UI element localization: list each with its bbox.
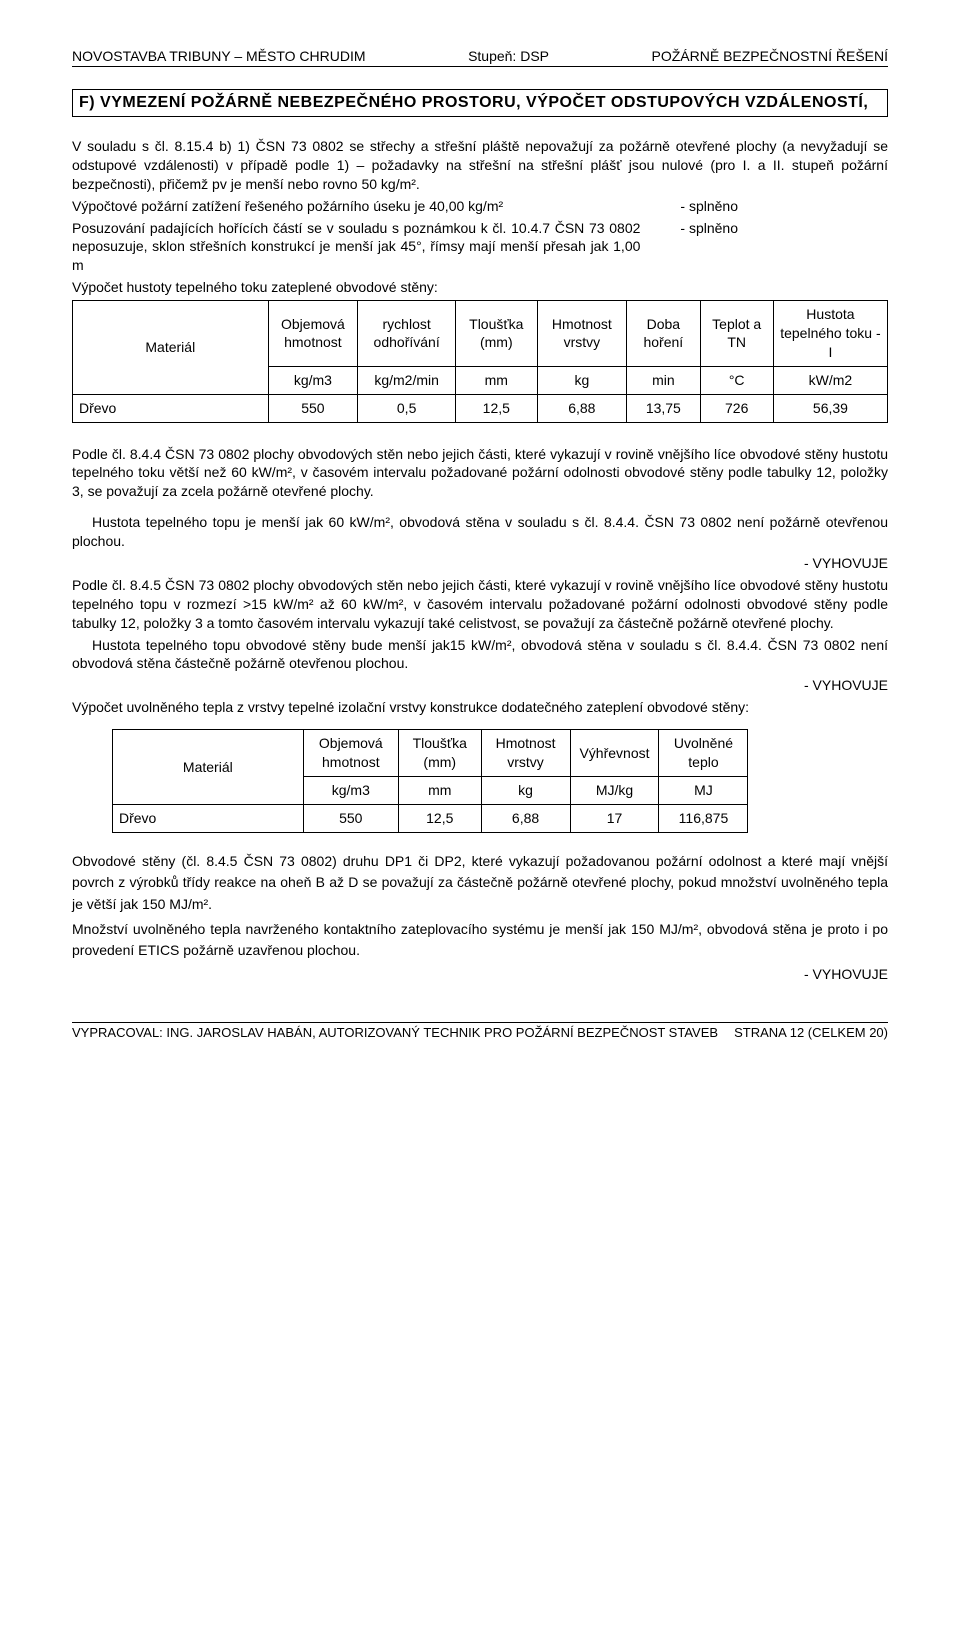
th: Hmotnost vrstvy bbox=[537, 301, 627, 367]
para2-text: Posuzování padajících hořících částí se … bbox=[72, 219, 640, 276]
header-right: POŽÁRNĚ BEZPEČNOSTNÍ ŘEŠENÍ bbox=[652, 48, 888, 64]
page-header: NOVOSTAVBA TRIBUNY – MĚSTO CHRUDIM Stupe… bbox=[72, 48, 888, 67]
th-unit: mm bbox=[398, 776, 481, 804]
para-3: Podle čl. 8.4.4 ČSN 73 0802 plochy obvod… bbox=[72, 445, 888, 502]
th-unit: MJ bbox=[659, 776, 748, 804]
status-vyhovuje-3: - VYHOVUJE bbox=[72, 965, 888, 984]
subhead-1: Výpočet hustoty tepelného toku zateplené… bbox=[72, 278, 888, 297]
para-7b: Množství uvolněného tepla navrženého kon… bbox=[72, 919, 888, 962]
th: Objemová hmotnost bbox=[268, 301, 358, 367]
th: rychlost odhořívání bbox=[358, 301, 456, 367]
para-7a: Obvodové stěny (čl. 8.4.5 ČSN 73 0802) d… bbox=[72, 851, 888, 916]
td: 550 bbox=[303, 804, 398, 832]
th-unit: kg/m3 bbox=[268, 366, 358, 394]
para-5: Podle čl. 8.4.5 ČSN 73 0802 plochy obvod… bbox=[72, 576, 888, 633]
th-material: Materiál bbox=[113, 730, 304, 805]
th-unit: mm bbox=[456, 366, 538, 394]
td: 12,5 bbox=[398, 804, 481, 832]
td: 6,88 bbox=[537, 394, 627, 422]
td: 13,75 bbox=[627, 394, 700, 422]
table-row: Materiál Objemová hmotnost Tloušťka (mm)… bbox=[113, 730, 748, 777]
para-6: Hustota tepelného topu obvodové stěny bu… bbox=[72, 636, 888, 674]
para2-status: - splněno bbox=[640, 219, 888, 276]
th: Hustota tepelného toku - I bbox=[773, 301, 887, 367]
para-4: Hustota tepelného topu je menší jak 60 k… bbox=[72, 513, 888, 551]
th-unit: °C bbox=[700, 366, 773, 394]
td: 56,39 bbox=[773, 394, 887, 422]
th: Hmotnost vrstvy bbox=[481, 730, 570, 777]
page-footer: VYPRACOVAL: ING. JAROSLAV HABÁN, AUTORIZ… bbox=[72, 1022, 888, 1040]
footer-left: VYPRACOVAL: ING. JAROSLAV HABÁN, AUTORIZ… bbox=[72, 1025, 718, 1040]
th-unit: MJ/kg bbox=[570, 776, 659, 804]
td: 17 bbox=[570, 804, 659, 832]
th: Doba hoření bbox=[627, 301, 700, 367]
header-left: NOVOSTAVBA TRIBUNY – MĚSTO CHRUDIM bbox=[72, 48, 366, 64]
section-f-title: F) VYMEZENÍ POŽÁRNĚ NEBEZPEČNÉHO PROSTOR… bbox=[72, 89, 888, 117]
th-unit: kg bbox=[481, 776, 570, 804]
th-unit: kW/m2 bbox=[773, 366, 887, 394]
body: V souladu s čl. 8.15.4 b) 1) ČSN 73 0802… bbox=[72, 137, 888, 984]
footer-right: STRANA 12 (CELKEM 20) bbox=[734, 1025, 888, 1040]
th: Výhřevnost bbox=[570, 730, 659, 777]
table-row: Materiál Objemová hmotnost rychlost odho… bbox=[73, 301, 888, 367]
th: Tloušťka (mm) bbox=[456, 301, 538, 367]
td: 6,88 bbox=[481, 804, 570, 832]
table-heat-flux: Materiál Objemová hmotnost rychlost odho… bbox=[72, 300, 888, 422]
line-compliance-1: Výpočtové požární zatížení řešeného požá… bbox=[72, 197, 888, 216]
table-released-heat: Materiál Objemová hmotnost Tloušťka (mm)… bbox=[112, 729, 748, 833]
table-row: Dřevo 550 0,5 12,5 6,88 13,75 726 56,39 bbox=[73, 394, 888, 422]
table-row: Dřevo 550 12,5 6,88 17 116,875 bbox=[113, 804, 748, 832]
para-1: V souladu s čl. 8.15.4 b) 1) ČSN 73 0802… bbox=[72, 137, 888, 194]
td: 116,875 bbox=[659, 804, 748, 832]
th: Teplot a TN bbox=[700, 301, 773, 367]
th-unit: kg/m2/min bbox=[358, 366, 456, 394]
th: Uvolněné teplo bbox=[659, 730, 748, 777]
th-unit: min bbox=[627, 366, 700, 394]
para-2: Posuzování padajících hořících částí se … bbox=[72, 219, 888, 276]
td: Dřevo bbox=[73, 394, 269, 422]
line1-text: Výpočtové požární zatížení řešeného požá… bbox=[72, 197, 503, 216]
th-unit: kg bbox=[537, 366, 627, 394]
status-vyhovuje-1: - VYHOVUJE bbox=[72, 554, 888, 573]
th: Tloušťka (mm) bbox=[398, 730, 481, 777]
td: 0,5 bbox=[358, 394, 456, 422]
th: Objemová hmotnost bbox=[303, 730, 398, 777]
th-unit: kg/m3 bbox=[303, 776, 398, 804]
td: 12,5 bbox=[456, 394, 538, 422]
td: 726 bbox=[700, 394, 773, 422]
subhead-2: Výpočet uvolněného tepla z vrstvy tepeln… bbox=[72, 698, 888, 717]
th-material: Materiál bbox=[73, 301, 269, 395]
header-mid: Stupeň: DSP bbox=[468, 48, 549, 64]
line1-status: - splněno bbox=[680, 197, 888, 216]
td: Dřevo bbox=[113, 804, 304, 832]
td: 550 bbox=[268, 394, 358, 422]
status-vyhovuje-2: - VYHOVUJE bbox=[72, 676, 888, 695]
